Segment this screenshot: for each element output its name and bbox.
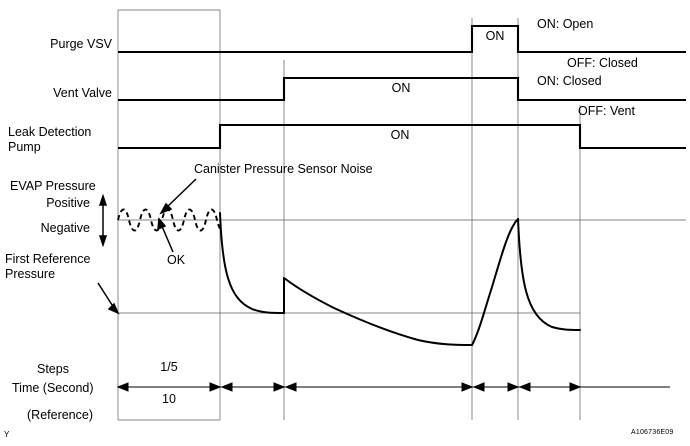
row-label-time-second: Time (Second)	[12, 381, 94, 395]
row-label-steps: Steps	[37, 362, 69, 376]
signal-label-leak-detection-pump-on: ON	[390, 128, 410, 142]
stray-mark-y: Y	[4, 430, 10, 439]
row-label-first-reference-line2: Pressure	[5, 267, 56, 281]
row-label-leak-detection-pump-line2: Pump	[8, 140, 41, 154]
row-label-reference: (Reference)	[27, 408, 93, 422]
purge-vsv-trace	[118, 24, 686, 54]
annotation-ok: OK	[167, 253, 186, 267]
noise-leader-arrow	[159, 178, 197, 215]
signal-label-purge-vsv-on: ON	[485, 29, 505, 43]
time-arrow-right-1	[209, 382, 222, 392]
time-arrow-right-5	[569, 382, 582, 392]
time-arrow-left-4	[472, 382, 485, 392]
row-label-leak-detection-pump-line1: Leak Detection	[8, 125, 92, 139]
positive-negative-arrow	[98, 193, 108, 248]
annotation-canister-noise: Canister Pressure Sensor Noise	[194, 162, 373, 176]
diagram-code: A106736E09	[631, 429, 674, 436]
time-arrow-left-2	[220, 382, 233, 392]
evap-pressure-curve	[219, 212, 581, 346]
time-axis	[116, 382, 670, 392]
time-arrow-right-4	[507, 382, 520, 392]
time-arrow-left-1	[116, 382, 129, 392]
leak-detection-pump-trace	[118, 123, 686, 150]
time-arrow-right-2	[273, 382, 286, 392]
grid-lines	[117, 10, 581, 420]
horizontal-rails	[118, 9, 686, 421]
time-arrow-right-3	[461, 382, 474, 392]
row-label-evap-pressure: EVAP Pressure	[10, 179, 96, 193]
ok-leader-arrow	[157, 217, 174, 253]
row-label-positive: Positive	[46, 196, 90, 210]
row-label-vent-valve: Vent Valve	[53, 86, 112, 100]
legend-vent-off: OFF: Vent	[578, 104, 635, 118]
time-arrow-left-5	[518, 382, 531, 392]
row-label-first-reference-line1: First Reference	[5, 252, 91, 266]
time-arrow-left-3	[284, 382, 297, 392]
legend-purge-off: OFF: Closed	[567, 56, 638, 70]
legend-purge-on: ON: Open	[537, 17, 594, 31]
first-reference-pressure-leader-arrow	[97, 282, 120, 315]
signal-label-vent-valve-on: ON	[391, 81, 411, 95]
row-label-purge-vsv: Purge VSV	[50, 37, 112, 51]
row-label-negative: Negative	[40, 221, 90, 235]
value-steps: 1/5	[160, 360, 178, 374]
legend-vent-on: ON: Closed	[537, 74, 602, 88]
vent-valve-trace	[118, 76, 686, 102]
value-time: 10	[162, 392, 176, 406]
